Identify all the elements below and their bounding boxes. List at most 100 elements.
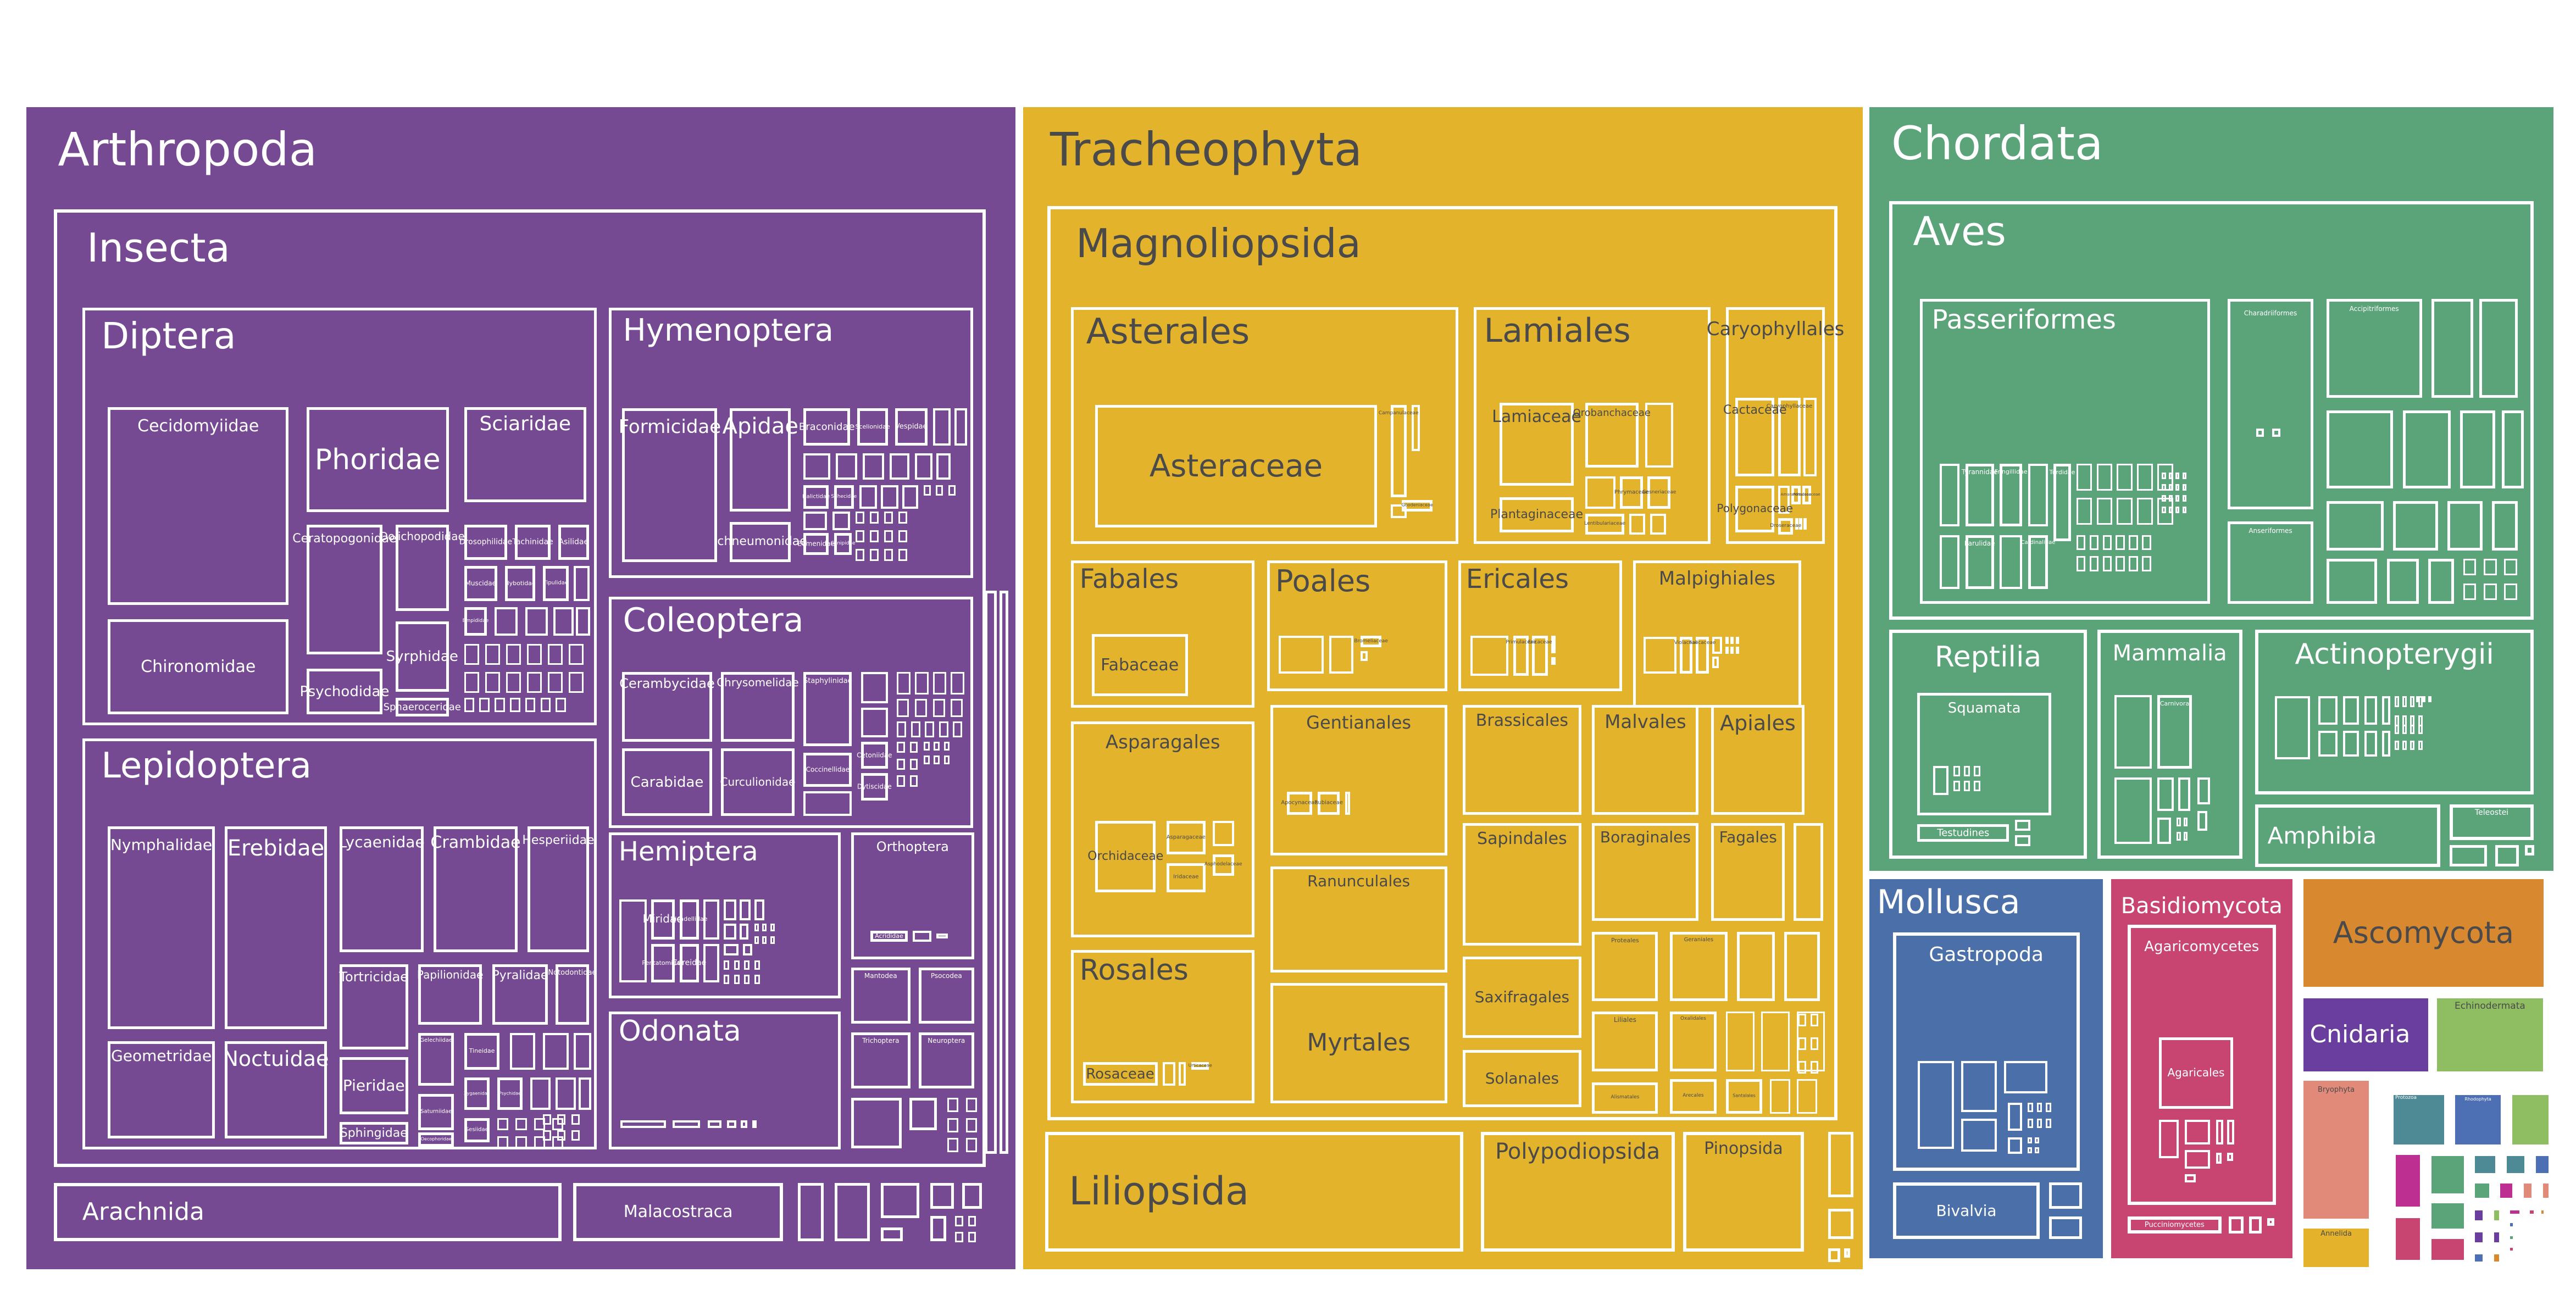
tile [909, 758, 918, 770]
tile [912, 931, 932, 942]
tile [2182, 495, 2186, 502]
node-label: Goodeniaceae [1401, 502, 1433, 508]
tile [2114, 695, 2152, 769]
tile [943, 755, 950, 764]
tile [2076, 463, 2092, 491]
liliopsida: Liliopsida [1045, 1132, 1463, 1252]
node-label: Chrysomelidae [717, 676, 799, 690]
tile [2402, 410, 2451, 489]
tile [1961, 1119, 1997, 1152]
tile [2076, 556, 2086, 571]
tile [2142, 535, 2151, 551]
chordata: Chordata Aves Passeriformes Tyrannidae Fring… [1869, 107, 2554, 871]
fringillidae: Fringillidae [1995, 463, 2028, 526]
node-label: Lamiales [1484, 312, 1631, 351]
tile [2249, 1216, 2262, 1234]
node-label: Phrymaceae [1614, 489, 1649, 496]
tile [1551, 657, 1556, 665]
node-label: Psychodidae [299, 683, 390, 700]
tile [2394, 696, 2399, 708]
node-label: Tipulidae [543, 580, 569, 586]
node-label: Ceratopogonidae [292, 532, 397, 546]
phylum-tile [2494, 1210, 2499, 1220]
tile [547, 672, 563, 693]
node-label: Malpighiales [1658, 568, 1775, 590]
tile [739, 923, 749, 940]
tile [2045, 1119, 2051, 1129]
sphaeroceridae: Sphaeroceridae [384, 697, 461, 716]
tile [723, 899, 736, 920]
phylum-tile [2494, 1232, 2499, 1242]
tile [754, 974, 760, 985]
node-label: Formicidae [618, 416, 721, 438]
sphingidae: Sphingidae [339, 1122, 408, 1145]
droseraceae: Droseraceae [1770, 518, 1801, 535]
tile [1940, 535, 1960, 590]
node-label: Parulidae [1964, 539, 1995, 547]
node-label: Muscidae [465, 579, 496, 587]
salicaceae: Salicaceae [1689, 637, 1716, 674]
node-label: Staphylinidae [803, 676, 852, 685]
node-label: Asparagaceae [1166, 834, 1206, 841]
tile [1828, 1208, 1854, 1239]
node-label: Fabaceae [1101, 655, 1179, 675]
tile [2035, 1137, 2040, 1144]
tile [902, 485, 919, 509]
tile [2504, 558, 2517, 575]
tile [2364, 696, 2377, 725]
tile [985, 590, 997, 1154]
tile [2168, 506, 2173, 513]
node-label: Cnidaria [2309, 1020, 2411, 1049]
empididae: Empididae [463, 607, 488, 636]
amaranthaceae: Amaranthaceae [1781, 486, 1811, 505]
erebidae: Erebidae [225, 826, 327, 1029]
tile [534, 1136, 545, 1149]
phylum-tile [2524, 1184, 2532, 1198]
tile [1933, 765, 1948, 795]
node-label: Teleostei [2474, 808, 2509, 818]
node-label: Psychidae [498, 1091, 521, 1096]
liliales: Liliales [1592, 1012, 1658, 1072]
tile [2504, 583, 2517, 600]
node-label: Arachnida [82, 1198, 204, 1226]
staphylinidae: Staphylinidae [803, 671, 852, 747]
orobanchaceae: Orobanchaceae [1573, 402, 1651, 468]
coleoptera: Coleoptera Cerambycidae Carabidae Chrysomel… [608, 597, 974, 828]
tile [2028, 463, 2048, 526]
carabidae: Carabidae [622, 748, 712, 816]
tile [727, 1120, 736, 1128]
tile [909, 741, 918, 753]
node-label: Echinodermata [2455, 1001, 2525, 1012]
node-label: Fabales [1079, 564, 1179, 595]
tile [2175, 484, 2180, 491]
tile [464, 672, 480, 693]
apocynaceae: Apocynaceae [1281, 792, 1318, 815]
node-label: Saturniidae [420, 1108, 452, 1115]
tile [947, 1137, 959, 1152]
tile [1974, 781, 1981, 792]
tile [856, 549, 864, 562]
tile [2410, 740, 2415, 750]
pinopsida: Pinopsida [1683, 1132, 1804, 1252]
tile [754, 936, 759, 944]
tile [2227, 1119, 2235, 1144]
tile [2386, 558, 2419, 604]
node-label: Mollusca [1877, 883, 2020, 922]
node-label: Oxalidales [1680, 1016, 1706, 1022]
tile [543, 1033, 569, 1070]
ericales: Ericales Primulaceae Ericaceae [1458, 560, 1622, 692]
tile [2216, 1119, 2223, 1144]
phylum-tile [2535, 1156, 2549, 1174]
agaricales: Agaricales [2159, 1037, 2233, 1109]
tile [762, 923, 767, 932]
tile [881, 1183, 920, 1218]
tile [1735, 647, 1739, 654]
reptilia: Reptilia Squamata Testudines [1889, 629, 2087, 859]
node-label: Apiales [1720, 710, 1796, 735]
santalales: Santalales [1726, 1079, 1762, 1114]
fagales: Fagales [1711, 823, 1785, 921]
tile [2157, 817, 2172, 844]
tile [1917, 1060, 1954, 1149]
node-label: Mammalia [2112, 640, 2227, 666]
tile [1770, 1079, 1791, 1114]
